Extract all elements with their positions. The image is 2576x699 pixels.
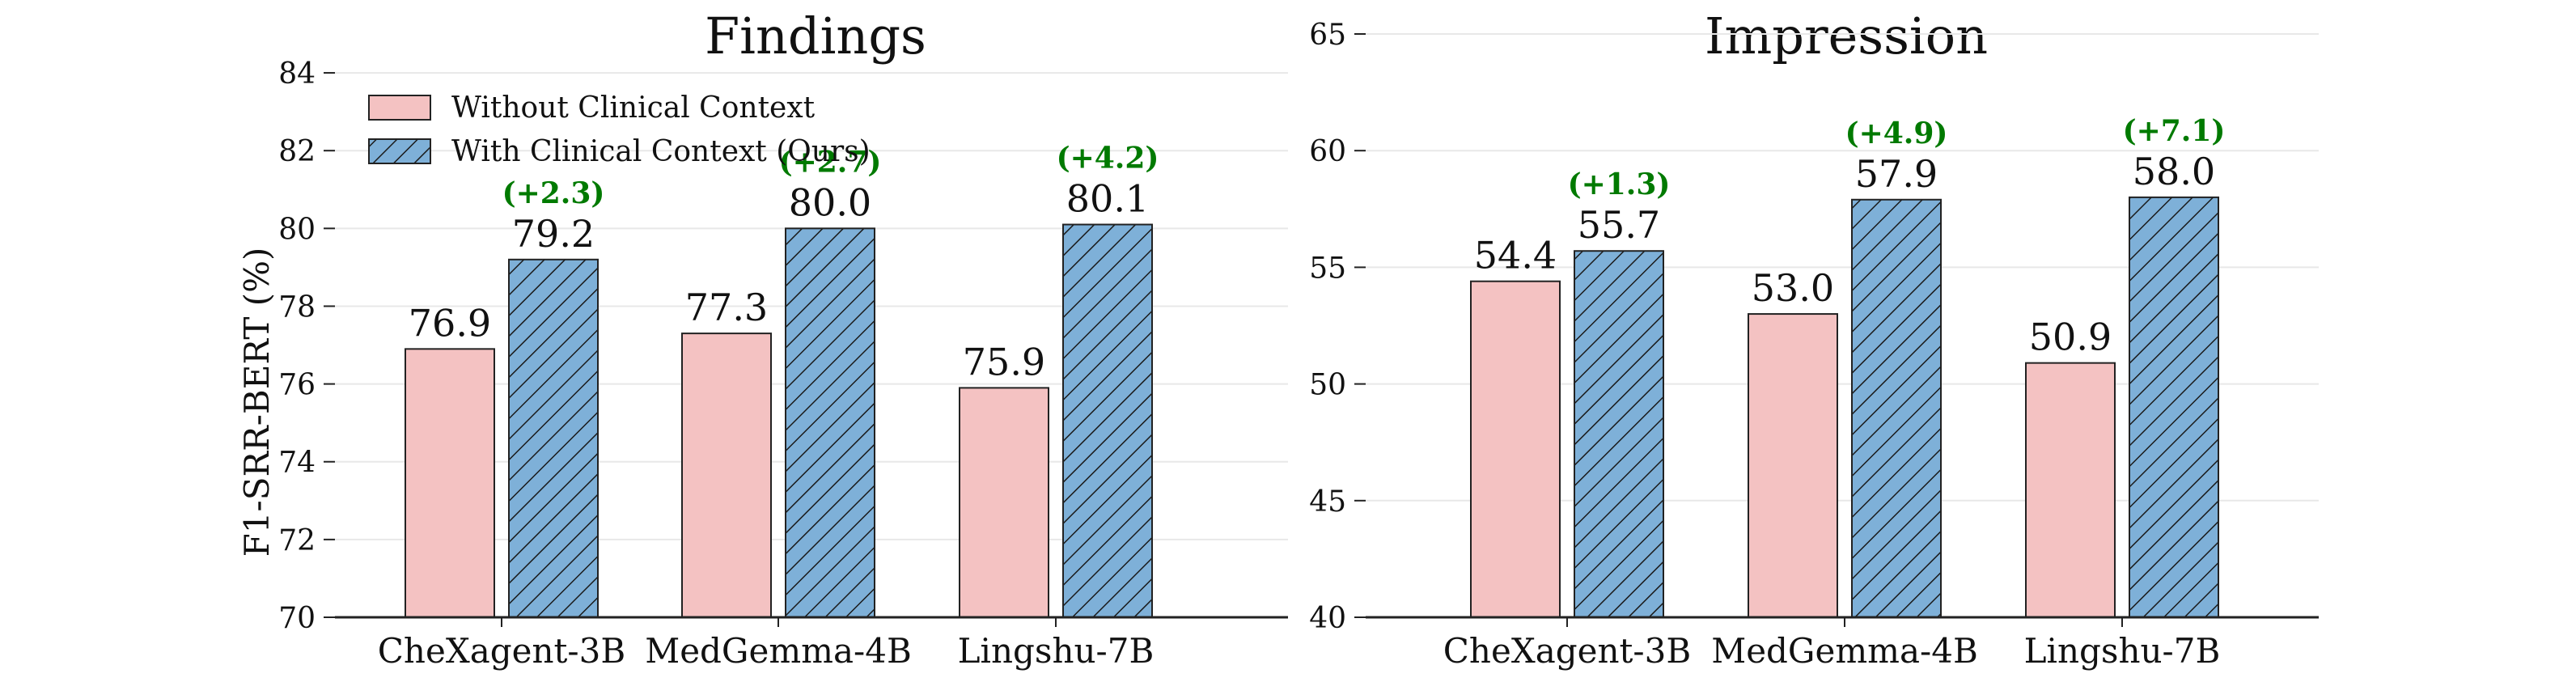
y-tick-label: 82 — [278, 135, 316, 168]
delta-label-medgemma: (+4.9) — [1845, 116, 1948, 150]
legend-label-with: With Clinical Context (Ours) — [451, 135, 871, 168]
value-label-lingshu-without: 75.9 — [963, 340, 1045, 383]
bar-medgemma-with — [1851, 198, 1942, 619]
y-tick-label: 50 — [1309, 369, 1346, 402]
y-tick-label: 65 — [1309, 19, 1346, 52]
legend-label-without: Without Clinical Context — [451, 91, 816, 125]
bar-chexagent-without — [1470, 280, 1561, 618]
bar-medgemma-without — [681, 333, 772, 618]
y-tick-label: 84 — [278, 57, 316, 91]
value-label-lingshu-without: 50.9 — [2029, 316, 2112, 359]
value-label-medgemma-with: 80.0 — [789, 180, 871, 224]
value-label-lingshu-with: 80.1 — [1066, 177, 1149, 221]
value-label-medgemma-without: 53.0 — [1752, 266, 1834, 310]
value-label-lingshu-with: 58.0 — [2133, 150, 2215, 193]
legend: Without Clinical Context With Clinical C… — [368, 91, 871, 168]
x-category-label-chexagent: CheXagent-3B — [378, 631, 625, 671]
bar-chexagent-without — [405, 348, 495, 618]
y-tick-label: 55 — [1309, 252, 1346, 285]
y-tick-label: 76 — [278, 369, 316, 402]
impression-panel: Impression 54.4 55.7(+1.3) 53.0 57.9(+4.9) 5… — [1309, 6, 2319, 671]
delta-label-lingshu: (+7.1) — [2123, 114, 2226, 148]
y-tick-label: 70 — [278, 602, 316, 635]
y-tick-label: 72 — [278, 524, 316, 557]
value-label-chexagent-with: 55.7 — [1578, 203, 1660, 247]
value-label-medgemma-without: 77.3 — [685, 286, 768, 329]
value-label-chexagent-with: 79.2 — [512, 212, 595, 256]
legend-swatch-with — [368, 138, 431, 164]
delta-label-chexagent: (+1.3) — [1568, 167, 1671, 201]
y-tick-label: 80 — [278, 213, 316, 246]
y-tick-label: 40 — [1309, 602, 1346, 635]
value-label-chexagent-without: 54.4 — [1474, 234, 1557, 277]
findings-title: Findings — [705, 6, 926, 66]
y-tick-label: 78 — [278, 290, 316, 324]
bar-medgemma-with — [785, 227, 875, 618]
bar-lingshu-without — [2025, 362, 2116, 618]
findings-y-axis-label: F1-SRR-BERT (%) — [237, 248, 277, 557]
delta-label-medgemma: (+2.7) — [779, 145, 882, 179]
bar-lingshu-without — [959, 387, 1049, 618]
y-tick-label: 60 — [1309, 135, 1346, 168]
x-category-label-chexagent: CheXagent-3B — [1443, 631, 1691, 671]
bar-chexagent-with — [508, 258, 599, 618]
bar-lingshu-with — [2129, 196, 2219, 618]
bar-lingshu-with — [1062, 223, 1153, 618]
delta-label-lingshu: (+4.2) — [1057, 142, 1159, 176]
delta-label-chexagent: (+2.3) — [502, 176, 605, 210]
x-category-label-medgemma: MedGemma-4B — [645, 631, 912, 671]
x-category-label-lingshu: Lingshu-7B — [958, 631, 1155, 671]
y-tick-label: 45 — [1309, 485, 1346, 519]
x-category-label-medgemma: MedGemma-4B — [1711, 631, 1978, 671]
findings-panel: Findings F1-SRR-BERT (%) 76.9 79.2(+2.3) 7… — [237, 6, 1288, 671]
impression-title: Impression — [1705, 6, 1988, 66]
x-category-label-lingshu: Lingshu-7B — [2024, 631, 2221, 671]
legend-swatch-without — [368, 95, 431, 121]
bar-chexagent-with — [1574, 250, 1664, 618]
value-label-medgemma-with: 57.9 — [1855, 152, 1938, 196]
y-tick-label: 74 — [278, 447, 316, 480]
value-label-chexagent-without: 76.9 — [409, 301, 491, 345]
bar-medgemma-without — [1748, 313, 1838, 618]
